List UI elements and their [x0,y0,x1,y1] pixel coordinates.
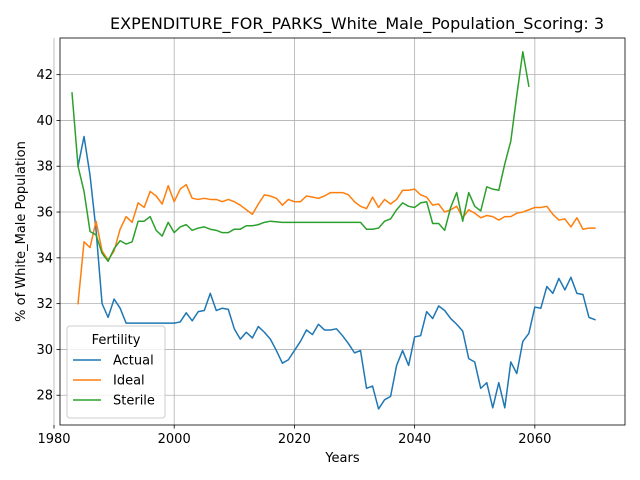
x-axis-label: Years [324,451,360,466]
series-lines [71,50,596,410]
y-tick-label: 38 [36,160,53,175]
plot-frame [59,37,626,426]
axis-ticks: 1980 2000 2020 2040 2060 28 30 32 34 36 38 40 42 [36,68,551,447]
y-tick-label: 30 [36,343,53,358]
y-tick-label: 28 [36,389,53,404]
legend-box [66,325,166,419]
chart-title: EXPENDITURE_FOR_PARKS_White_Male_Populat… [110,14,604,34]
y-tick-label: 34 [36,251,53,266]
series-line-sterile [71,50,530,263]
x-tick-label: 2060 [518,432,551,447]
legend-label-actual: Actual [113,354,154,369]
y-tick-label: 42 [36,68,53,83]
y-tick-label: 36 [36,206,53,221]
y-axis-label: % of White_Male Population [14,141,29,322]
series-line-ideal [77,183,596,305]
x-tick-label: 1980 [37,432,70,447]
x-tick-label: 2020 [278,432,311,447]
legend-label-sterile: Sterile [113,394,155,409]
y-tick-label: 40 [36,114,53,129]
x-tick-label: 2040 [398,432,431,447]
legend-label-ideal: Ideal [113,374,145,389]
legend: Fertility Actual Ideal Sterile [66,325,166,419]
y-tick-label: 32 [36,297,53,312]
x-tick-label: 2000 [158,432,191,447]
legend-title: Fertility [92,333,141,348]
series-line-actual [77,135,596,410]
